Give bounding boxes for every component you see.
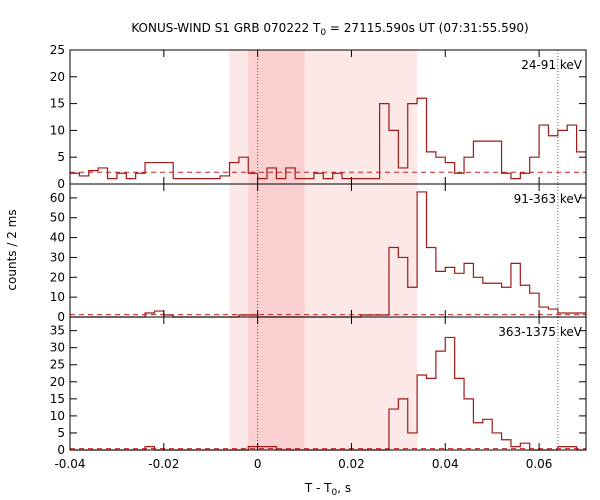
y-tick-label: 40 xyxy=(50,231,65,245)
y-tick-label: 25 xyxy=(50,358,65,372)
x-tick-label: 0.06 xyxy=(526,457,553,471)
background-layer xyxy=(229,50,418,450)
y-tick-label: 20 xyxy=(50,70,65,84)
x-tick-label: 0 xyxy=(254,457,262,471)
inner-interval-shade xyxy=(248,50,305,450)
y-axis-label: counts / 2 ms xyxy=(5,209,19,290)
y-tick-label: 30 xyxy=(50,341,65,355)
y-tick-label: 20 xyxy=(50,270,65,284)
y-tick-label: 10 xyxy=(50,123,65,137)
y-tick-label: 5 xyxy=(57,426,65,440)
chart-title: KONUS-WIND S1 GRB 070222 T0 = 27115.590s… xyxy=(131,21,528,38)
y-tick-label: 60 xyxy=(50,191,65,205)
y-tick-label: 0 xyxy=(57,177,65,191)
x-tick-label: 0.02 xyxy=(338,457,365,471)
y-tick-label: 10 xyxy=(50,409,65,423)
y-tick-label: 35 xyxy=(50,324,65,338)
y-tick-label: 15 xyxy=(50,97,65,111)
y-tick-label: 10 xyxy=(50,290,65,304)
x-tick-label: -0.04 xyxy=(54,457,85,471)
y-tick-label: 25 xyxy=(50,43,65,57)
light-curve-0 xyxy=(70,97,586,180)
x-tick-label: 0.04 xyxy=(432,457,459,471)
panel-frame-2 xyxy=(69,316,587,451)
x-tick-label: -0.02 xyxy=(148,457,179,471)
y-tick-label: 5 xyxy=(57,150,65,164)
y-tick-label: 15 xyxy=(50,392,65,406)
data-layer xyxy=(70,50,586,451)
energy-band-label: 91-363 keV xyxy=(514,192,583,206)
y-tick-label: 0 xyxy=(57,310,65,324)
y-tick-label: 20 xyxy=(50,375,65,389)
energy-band-label: 24-91 keV xyxy=(521,58,583,72)
energy-band-label: 363-1375 keV xyxy=(498,325,582,339)
y-tick-label: 30 xyxy=(50,250,65,264)
y-tick-label: 0 xyxy=(57,443,65,457)
y-tick-label: 50 xyxy=(50,211,65,225)
x-axis-label: T - T0, s xyxy=(304,481,351,498)
